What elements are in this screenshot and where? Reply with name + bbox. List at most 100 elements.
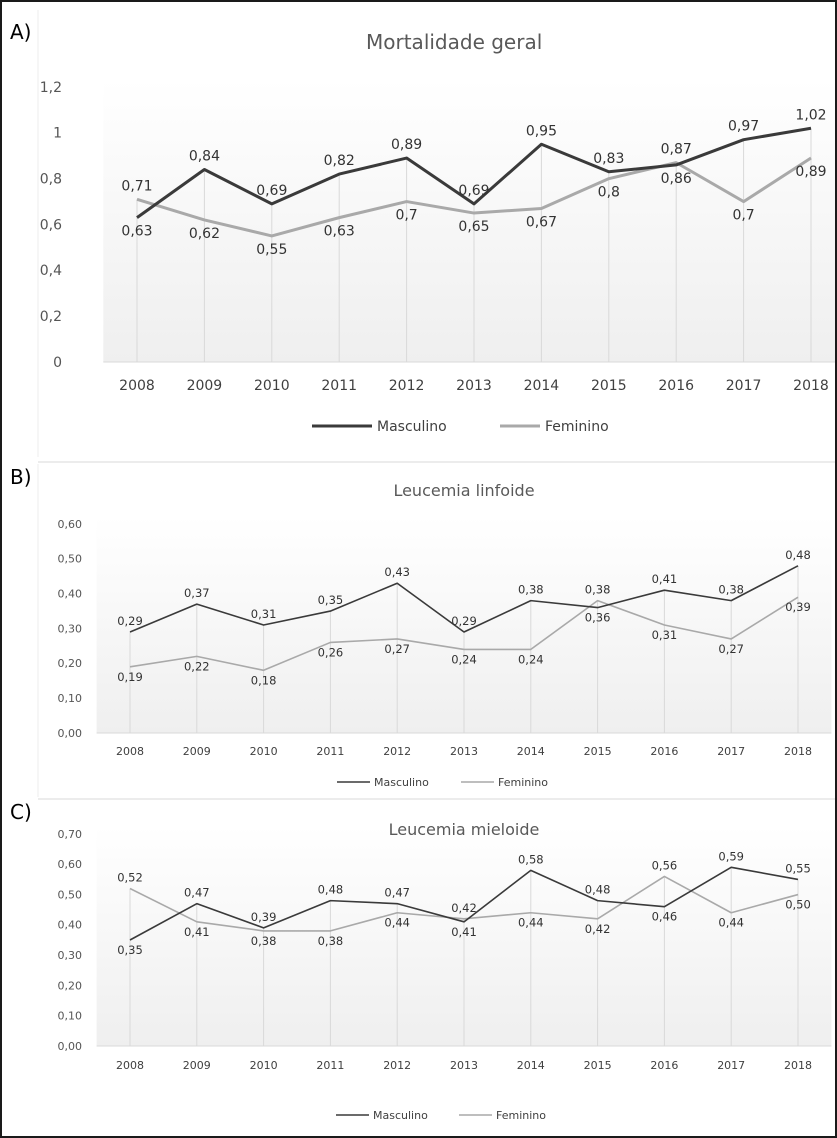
data-label-masculino: 0,35 [117, 943, 143, 957]
y-tick-label: 0,40 [58, 919, 83, 932]
data-label-feminino: 0,38 [585, 583, 611, 597]
x-tick-label: 2010 [250, 745, 278, 758]
data-label-masculino: 0,29 [451, 614, 477, 628]
y-tick-label: 0,20 [58, 979, 83, 992]
data-label-masculino: 0,89 [391, 137, 422, 153]
data-label-masculino: 0,84 [189, 149, 220, 165]
x-tick-label: 2015 [584, 745, 612, 758]
y-tick-label: 0,40 [58, 588, 83, 601]
data-label-masculino: 0,97 [728, 119, 759, 135]
data-label-feminino: 0,24 [451, 652, 477, 666]
x-tick-label: 2013 [456, 378, 492, 394]
y-tick-label: 0,10 [58, 1010, 83, 1023]
x-tick-label: 2010 [254, 378, 290, 394]
data-label-masculino: 0,29 [117, 614, 143, 628]
x-tick-label: 2012 [389, 378, 425, 394]
data-label-feminino: 0,27 [718, 642, 744, 656]
legend-label-masculino: Masculino [377, 419, 447, 435]
x-tick-label: 2012 [383, 1059, 411, 1072]
y-tick-label: 0,60 [58, 858, 83, 871]
data-label-masculino: 0,48 [318, 883, 344, 897]
data-label-masculino: 0,35 [318, 593, 344, 607]
data-label-feminino: 0,50 [785, 898, 811, 912]
x-tick-label: 2008 [116, 745, 144, 758]
data-label-masculino: 0,48 [585, 883, 611, 897]
data-label-masculino: 1,02 [795, 107, 826, 123]
panel-a-letter: A) [10, 20, 32, 44]
y-tick-label: 0,8 [40, 172, 62, 188]
x-tick-label: 2015 [584, 1059, 612, 1072]
x-tick-label: 2017 [717, 1059, 745, 1072]
data-label-feminino: 0,42 [451, 901, 477, 915]
data-label-masculino: 0,46 [652, 910, 678, 924]
data-label-feminino: 0,39 [785, 600, 811, 614]
y-tick-label: 0,20 [58, 657, 83, 670]
x-tick-label: 2016 [658, 378, 694, 394]
data-label-masculino: 0,38 [518, 583, 544, 597]
x-tick-label: 2016 [650, 1059, 678, 1072]
x-tick-label: 2014 [517, 1059, 545, 1072]
data-label-masculino: 0,37 [184, 586, 210, 600]
data-label-masculino: 0,31 [251, 607, 277, 621]
data-label-feminino: 0,8 [598, 185, 620, 201]
data-label-feminino: 0,62 [189, 226, 220, 242]
y-tick-label: 1 [53, 126, 62, 142]
legend-label-feminino: Feminino [496, 1109, 546, 1122]
y-tick-label: 1,2 [40, 80, 62, 96]
data-label-feminino: 0,44 [518, 916, 544, 930]
legend-label-masculino: Masculino [374, 776, 429, 789]
y-tick-label: 0,70 [58, 828, 83, 841]
panel-b-letter: B) [10, 465, 32, 489]
series-line-feminino [136, 156, 812, 238]
y-tick-label: 0,50 [58, 553, 83, 566]
data-label-feminino: 0,63 [324, 224, 355, 240]
legend-label-masculino: Masculino [373, 1109, 428, 1122]
series-line-feminino [129, 596, 799, 672]
data-label-masculino: 0,83 [593, 151, 624, 167]
data-label-feminino: 0,41 [184, 925, 210, 939]
y-tick-label: 0,00 [58, 727, 83, 740]
series-line-masculino [129, 866, 799, 941]
chart-title: Leucemia mieloide [389, 820, 540, 839]
x-tick-label: 2018 [793, 378, 829, 394]
x-tick-label: 2018 [784, 745, 812, 758]
y-tick-label: 0,60 [58, 518, 83, 531]
data-label-feminino: 0,71 [121, 178, 152, 194]
y-tick-label: 0,30 [58, 949, 83, 962]
data-label-masculino: 0,55 [785, 861, 811, 875]
data-label-masculino: 0,38 [718, 583, 744, 597]
x-tick-label: 2014 [524, 378, 560, 394]
x-tick-label: 2011 [321, 378, 357, 394]
data-label-feminino: 0,56 [652, 858, 678, 872]
x-tick-label: 2009 [183, 1059, 211, 1072]
data-label-feminino: 0,55 [256, 242, 287, 258]
x-tick-label: 2011 [316, 1059, 344, 1072]
data-label-feminino: 0,18 [251, 673, 277, 687]
x-tick-label: 2013 [450, 745, 478, 758]
data-label-feminino: 0,87 [661, 142, 692, 158]
data-label-feminino: 0,38 [318, 934, 344, 948]
data-label-feminino: 0,44 [384, 916, 410, 930]
x-tick-label: 2011 [316, 745, 344, 758]
data-label-masculino: 0,58 [518, 852, 544, 866]
x-tick-label: 2012 [383, 745, 411, 758]
data-label-feminino: 0,44 [718, 916, 744, 930]
data-label-masculino: 0,47 [384, 886, 410, 900]
chart-title: Leucemia linfoide [393, 481, 534, 500]
x-tick-label: 2017 [717, 745, 745, 758]
x-tick-label: 2017 [726, 378, 762, 394]
series-line-feminino [129, 875, 799, 932]
series-line-masculino [136, 126, 812, 219]
data-label-masculino: 0,36 [585, 611, 611, 625]
data-label-masculino: 0,86 [661, 171, 692, 187]
data-label-masculino: 0,43 [384, 565, 410, 579]
y-tick-label: 0,4 [40, 263, 62, 279]
x-tick-label: 2009 [187, 378, 223, 394]
data-label-masculino: 0,69 [256, 183, 287, 199]
data-label-masculino: 0,69 [458, 183, 489, 199]
y-tick-label: 0,2 [40, 309, 62, 325]
chart-title: Mortalidade geral [366, 30, 542, 54]
data-label-masculino: 0,82 [324, 153, 355, 169]
